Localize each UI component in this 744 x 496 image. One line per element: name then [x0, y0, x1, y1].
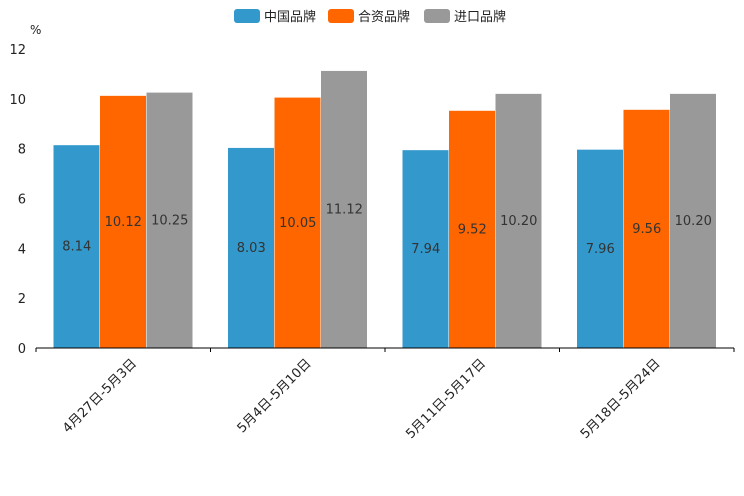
x-tick-label: 5月11日-5月17日: [403, 356, 489, 442]
data-label: 8.14: [62, 240, 91, 255]
y-tick-label: 4: [18, 242, 26, 257]
y-tick-label: 2: [18, 292, 26, 307]
legend-label: 合资品牌: [358, 9, 410, 25]
data-label: 10.12: [105, 215, 142, 230]
bar: [228, 147, 274, 348]
data-label: 9.52: [458, 222, 487, 237]
data-label: 10.20: [500, 214, 537, 229]
y-axis-unit-label: %: [30, 23, 41, 37]
legend: 中国品牌 合资品牌 进口品牌: [234, 9, 506, 25]
legend-swatch: [234, 9, 260, 23]
x-axis: 4月27日-5月3日 5月4日-5月10日 5月11日-5月17日 5月18日-5月2…: [35, 347, 735, 442]
bar: [402, 150, 449, 348]
bar: [146, 92, 193, 349]
data-label: 10.05: [279, 216, 316, 231]
data-label: 7.94: [411, 242, 440, 257]
y-tick-label: 6: [18, 193, 26, 208]
bar: [100, 95, 146, 349]
legend-swatch: [328, 9, 354, 23]
bars: 8.14 8.03 7.94 7.96 10.12 10.05 9.52 9.56 10.25 1…: [53, 70, 716, 349]
bar: [623, 109, 670, 349]
legend-label: 中国品牌: [264, 9, 316, 25]
bar: [274, 97, 321, 349]
bar: [577, 149, 623, 348]
bar: [670, 93, 716, 348]
legend-swatch: [424, 9, 450, 23]
data-label: 11.12: [326, 202, 363, 217]
bar: [449, 110, 495, 348]
x-tick-label: 4月27日-5月3日: [60, 356, 140, 436]
y-tick-label: 12: [9, 43, 26, 58]
data-label: 9.56: [632, 222, 661, 237]
y-tick-label: 10: [9, 93, 26, 108]
data-label: 8.03: [237, 241, 266, 256]
bar: [53, 145, 100, 348]
x-tick-label: 5月18日-5月24日: [578, 356, 664, 442]
y-axis: 0 2 4 6 8 10 12: [9, 43, 26, 357]
bar: [495, 93, 542, 348]
data-label: 10.25: [151, 213, 188, 228]
legend-label: 进口品牌: [454, 9, 506, 25]
x-tick-label: 5月4日-5月10日: [235, 356, 315, 436]
y-tick-label: 0: [18, 342, 26, 357]
data-label: 7.96: [586, 242, 615, 257]
y-tick-label: 8: [18, 143, 26, 158]
data-label: 10.20: [675, 214, 712, 229]
bar: [321, 70, 367, 348]
